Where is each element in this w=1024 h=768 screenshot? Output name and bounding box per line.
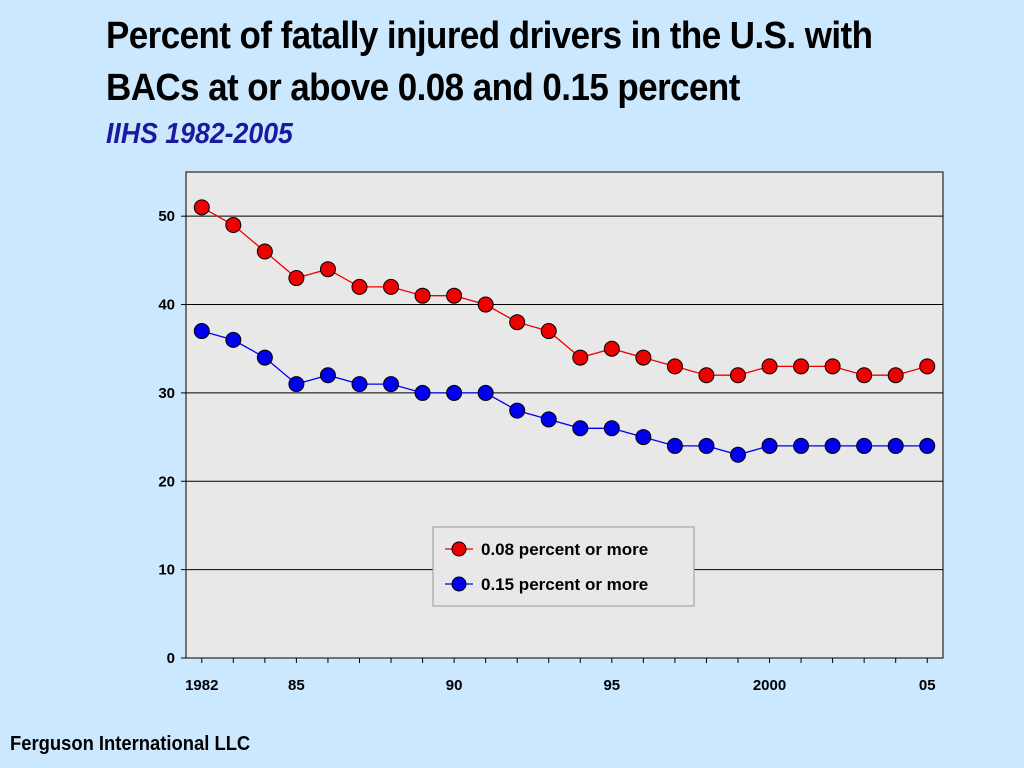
y-tick-label: 40 (158, 297, 175, 314)
x-tick-label: 2000 (753, 677, 786, 694)
x-tick-label: 05 (919, 677, 936, 694)
legend-label: 0.08 percent or more (481, 540, 648, 559)
y-tick-label: 20 (158, 473, 175, 490)
data-point-series-1 (351, 278, 368, 295)
data-point-series-1 (572, 349, 589, 366)
data-point-series-2 (540, 411, 557, 428)
data-point-series-1 (509, 314, 526, 331)
data-point-series-2 (319, 367, 336, 384)
data-point-series-2 (256, 349, 273, 366)
data-point-series-1 (603, 340, 620, 357)
data-point-series-1 (256, 243, 273, 260)
x-tick-label: 1982 (185, 677, 218, 694)
footer-credit: Ferguson International LLC (10, 733, 251, 755)
data-point-series-2 (793, 437, 810, 454)
data-point-series-1 (446, 287, 463, 304)
data-point-series-2 (698, 437, 715, 454)
page-title: Percent of fatally injured drivers in th… (106, 15, 873, 109)
data-point-series-2 (856, 437, 873, 454)
data-point-series-2 (729, 446, 746, 463)
data-point-series-2 (414, 384, 431, 401)
data-point-series-1 (319, 261, 336, 278)
data-point-series-2 (193, 323, 210, 340)
data-point-series-1 (666, 358, 683, 375)
legend-marker (451, 541, 467, 557)
x-tick-label: 95 (603, 677, 620, 694)
page-subtitle: IIHS 1982-2005 (106, 118, 293, 150)
data-point-series-2 (477, 384, 494, 401)
data-point-series-1 (540, 323, 557, 340)
data-point-series-1 (635, 349, 652, 366)
y-tick-label: 30 (158, 385, 175, 402)
data-point-series-1 (477, 296, 494, 313)
data-point-series-1 (729, 367, 746, 384)
y-tick-label: 0 (167, 650, 175, 667)
data-point-series-2 (509, 402, 526, 419)
data-point-series-2 (666, 437, 683, 454)
data-point-series-2 (887, 437, 904, 454)
data-point-series-1 (288, 270, 305, 287)
data-point-series-1 (225, 217, 242, 234)
data-point-series-2 (446, 384, 463, 401)
data-point-series-2 (824, 437, 841, 454)
data-point-series-2 (635, 429, 652, 446)
data-point-series-2 (383, 376, 400, 393)
legend-marker (451, 576, 467, 592)
data-point-series-2 (919, 437, 936, 454)
y-tick-label: 50 (158, 208, 175, 225)
legend-label: 0.15 percent or more (481, 575, 648, 594)
data-point-series-1 (824, 358, 841, 375)
data-point-series-1 (193, 199, 210, 216)
x-tick-label: 90 (446, 677, 463, 694)
data-point-series-1 (761, 358, 778, 375)
data-point-series-1 (414, 287, 431, 304)
data-point-series-1 (698, 367, 715, 384)
data-point-series-1 (919, 358, 936, 375)
data-point-series-2 (225, 331, 242, 348)
data-point-series-2 (351, 376, 368, 393)
data-point-series-2 (288, 376, 305, 393)
data-point-series-2 (603, 420, 620, 437)
data-point-series-1 (383, 278, 400, 295)
data-point-series-2 (572, 420, 589, 437)
data-point-series-1 (887, 367, 904, 384)
legend-box (432, 526, 695, 607)
y-tick-label: 10 (158, 562, 175, 579)
x-tick-label: 85 (288, 677, 305, 694)
data-point-series-1 (793, 358, 810, 375)
data-point-series-2 (761, 437, 778, 454)
line-chart: 0 10 20 30 40 50 1982 85 90 95 2000 05 0.08 percent… (158, 171, 944, 694)
data-point-series-1 (856, 367, 873, 384)
